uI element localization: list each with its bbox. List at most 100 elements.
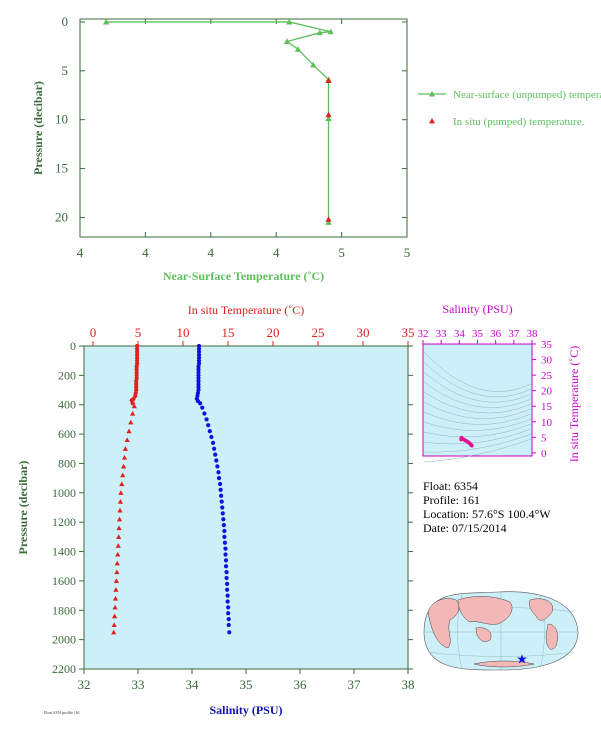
temperature-point — [116, 534, 122, 539]
ts-temp-tick-label: 15 — [541, 401, 553, 413]
pressure-tick-label: 600 — [58, 427, 76, 441]
temperature-point — [131, 403, 137, 409]
top-y-tick-label: 15 — [55, 161, 68, 176]
ts-salinity-tick-label: 32 — [418, 328, 429, 340]
density-contour — [423, 391, 532, 414]
pressure-tick-label: 2000 — [52, 633, 76, 647]
salinity-point — [196, 373, 201, 378]
salinity-point — [225, 599, 230, 604]
temperature-point — [128, 419, 134, 425]
temperature-point — [121, 463, 127, 469]
salinity-point — [196, 352, 202, 357]
density-contour — [423, 401, 532, 419]
top-y-tick-label: 20 — [55, 209, 68, 224]
density-contour — [423, 428, 532, 445]
top-y-tick-label: 0 — [62, 14, 69, 29]
temperature-point — [116, 525, 122, 531]
map-land — [427, 596, 558, 668]
salinity-point — [204, 417, 209, 422]
salinity-point — [202, 411, 207, 416]
density-contour — [423, 351, 532, 392]
temp-tick-label: 25 — [312, 325, 325, 340]
pressure-tick-label: 0 — [70, 339, 76, 353]
temp-tick-label: 20 — [267, 325, 280, 340]
top-x-axis-title: Near-Surface Temperature (˚C) — [163, 269, 324, 283]
pressure-tick-label: 200 — [58, 368, 76, 382]
temperature-point — [126, 428, 132, 434]
salinity-point — [219, 499, 224, 504]
salinity-tick-label: 35 — [240, 677, 253, 692]
ts-salinity-axis-title: Salinity (PSU) — [442, 302, 512, 316]
ts-point — [470, 443, 474, 448]
top-x-tick-label: 4 — [208, 245, 215, 260]
float-position-marker — [517, 654, 527, 664]
ts-temp-tick-label: 10 — [541, 417, 553, 429]
pressure-tick-label: 1600 — [52, 574, 76, 588]
ts-temp-tick-label: 0 — [541, 448, 547, 460]
temperature-point — [134, 364, 139, 369]
salinity-point — [216, 470, 221, 475]
salinity-point — [196, 343, 202, 349]
salinity-point — [196, 364, 201, 369]
salinity-point — [196, 382, 201, 387]
near-surface-temperature-chart: 4 4 4 4 5 5 0 5 10 15 20 Near-Surface Temperature (… — [31, 14, 410, 283]
ts-salinity-tick-label: 37 — [508, 328, 520, 340]
salinity-point — [206, 423, 211, 428]
legend-marker-in-situ — [429, 118, 435, 124]
temperature-point — [117, 507, 123, 513]
temperature-point — [130, 410, 136, 416]
temperature-point — [112, 604, 118, 610]
density-contour — [423, 418, 532, 431]
temperature-point — [114, 569, 120, 575]
temp-tick-label: 5 — [135, 325, 142, 340]
ts-salinity-tick-label: 38 — [527, 328, 539, 340]
temperature-point — [112, 613, 118, 619]
near-surface-point — [325, 115, 332, 122]
salinity-point — [222, 540, 228, 545]
salinity-point — [227, 630, 232, 635]
salinity-point — [224, 570, 229, 575]
density-contour — [423, 433, 532, 453]
temperature-point — [117, 499, 124, 504]
temp-tick-label: 0 — [90, 325, 97, 340]
temperature-point — [114, 560, 120, 566]
salinity-point — [221, 523, 226, 528]
salinity-tick-label: 33 — [132, 677, 145, 692]
pressure-tick-label: 800 — [58, 456, 76, 470]
ts-temp-tick-label: 5 — [541, 432, 547, 444]
salinity-point — [226, 605, 231, 610]
salinity-point — [222, 534, 227, 539]
salinity-point — [220, 505, 225, 510]
salinity-point — [223, 552, 228, 557]
ts-salinity-tick-label: 35 — [472, 328, 484, 340]
density-contour — [423, 371, 532, 403]
temperature-point — [135, 343, 140, 349]
salinity-point — [226, 622, 231, 628]
profile-number: Profile: 161 — [423, 493, 480, 507]
near-surface-point — [286, 18, 293, 25]
salinity-point — [213, 452, 218, 457]
salinity-point — [196, 376, 201, 381]
salinity-tick-label: 38 — [402, 677, 415, 692]
temperature-point — [134, 367, 139, 372]
temperature-point — [112, 595, 119, 601]
top-x-tick-label: 4 — [77, 245, 84, 260]
near-surface-point — [283, 38, 291, 45]
ts-temp-tick-label: 35 — [541, 339, 553, 351]
top-y-tick-label: 10 — [55, 112, 68, 127]
temperature-point — [135, 358, 140, 363]
float-info: Float: 6354 Profile: 161 Location: 57.6°… — [423, 479, 551, 535]
salinity-tick-label: 36 — [294, 677, 308, 692]
top-y-axis-title: Pressure (decibar) — [31, 81, 45, 175]
salinity-point — [210, 440, 216, 445]
near-surface-point — [294, 46, 302, 52]
location: Location: 57.6°S 100.4°W — [423, 507, 551, 521]
temperature-point — [121, 454, 128, 460]
in-situ-point — [325, 77, 332, 83]
salinity-point — [219, 493, 224, 498]
density-contour — [423, 411, 532, 425]
near-surface-point — [325, 219, 332, 225]
pressure-axis-title: Pressure (decibar) — [16, 461, 30, 555]
pressure-tick-label: 400 — [58, 398, 76, 412]
